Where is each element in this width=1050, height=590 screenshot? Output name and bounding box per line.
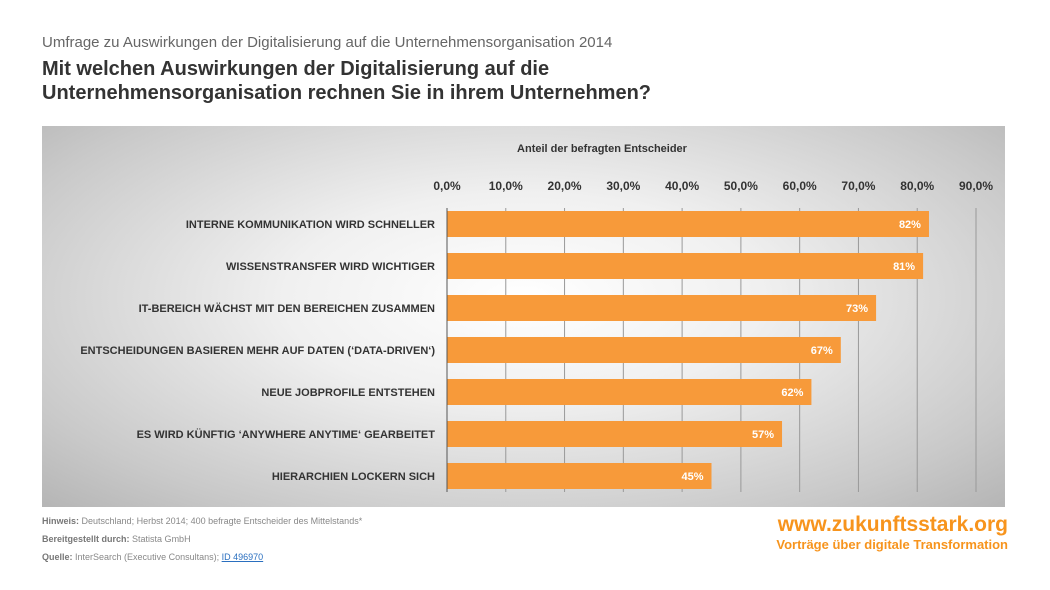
data-label: 62% [781, 387, 803, 399]
x-tick-label: 10,0% [489, 179, 523, 193]
bar [447, 253, 924, 279]
data-label: 57% [752, 429, 774, 441]
data-label: 73% [846, 303, 868, 315]
data-label: 81% [893, 261, 915, 273]
category-label: IT-BEREICH WÄCHST MIT DEN BEREICHEN ZUSA… [139, 302, 435, 315]
brand-tagline: Vorträge über digitale Transformation [776, 537, 1008, 552]
x-tick-label: 60,0% [783, 179, 817, 193]
chart-title: Anteil der befragten Entscheider [517, 143, 688, 155]
bar [447, 463, 712, 489]
x-tick-label: 30,0% [606, 179, 640, 193]
category-label: INTERNE KOMMUNIKATION WIRD SCHNELLER [186, 219, 435, 231]
hint-text: Deutschland; Herbst 2014; 400 befragte E… [81, 516, 363, 526]
category-label: ES WIRD KÜNFTIG ‘ANYWHERE ANYTIME‘ GEARB… [137, 428, 436, 441]
x-tick-label: 20,0% [548, 179, 582, 193]
bar [447, 379, 812, 405]
hint-label: Hinweis: [42, 516, 80, 526]
bar [447, 421, 783, 447]
bar [447, 295, 877, 321]
chart-panel: Anteil der befragten Entscheider 0,0% 10,0… [42, 126, 1005, 507]
data-label: 67% [811, 345, 833, 357]
bar [447, 211, 929, 237]
brand-url[interactable]: www.zukunftsstark.org [777, 513, 1008, 536]
page-title: Mit welchen Auswirkungen der Digitalisie… [42, 58, 652, 104]
provided-label: Bereitgestellt durch: [42, 534, 130, 544]
x-tick-label: 90,0% [959, 179, 993, 193]
source-text: InterSearch (Executive Consultans); [75, 552, 220, 562]
x-tick-label: 80,0% [900, 179, 934, 193]
category-label: ENTSCHEIDUNGEN BASIEREN MEHR AUF DATEN (… [80, 345, 435, 357]
source-label: Quelle: [42, 552, 73, 562]
x-tick-label: 70,0% [841, 179, 875, 193]
bar [447, 337, 841, 363]
subtitle: Umfrage zu Auswirkungen der Digitalisier… [42, 34, 613, 51]
data-label: 45% [681, 471, 703, 483]
provided-text: Statista GmbH [132, 534, 191, 544]
brand: www.zukunftsstark.org Vorträge über digi… [776, 513, 1008, 552]
category-label: WISSENSTRANSFER WIRD WICHTIGER [226, 261, 435, 273]
source-link[interactable]: ID 496970 [221, 552, 264, 562]
x-tick-label: 0,0% [433, 179, 461, 193]
bar-chart: Anteil der befragten Entscheider 0,0% 10,0… [80, 143, 993, 492]
footnotes: Hinweis: Deutschland; Herbst 2014; 400 b… [42, 512, 362, 566]
x-tick-label: 50,0% [724, 179, 758, 193]
category-label: HIERARCHIEN LOCKERN SICH [272, 471, 435, 483]
category-label: NEUE JOBPROFILE ENTSTEHEN [261, 387, 435, 399]
data-label: 82% [899, 219, 921, 231]
x-tick-label: 40,0% [665, 179, 699, 193]
